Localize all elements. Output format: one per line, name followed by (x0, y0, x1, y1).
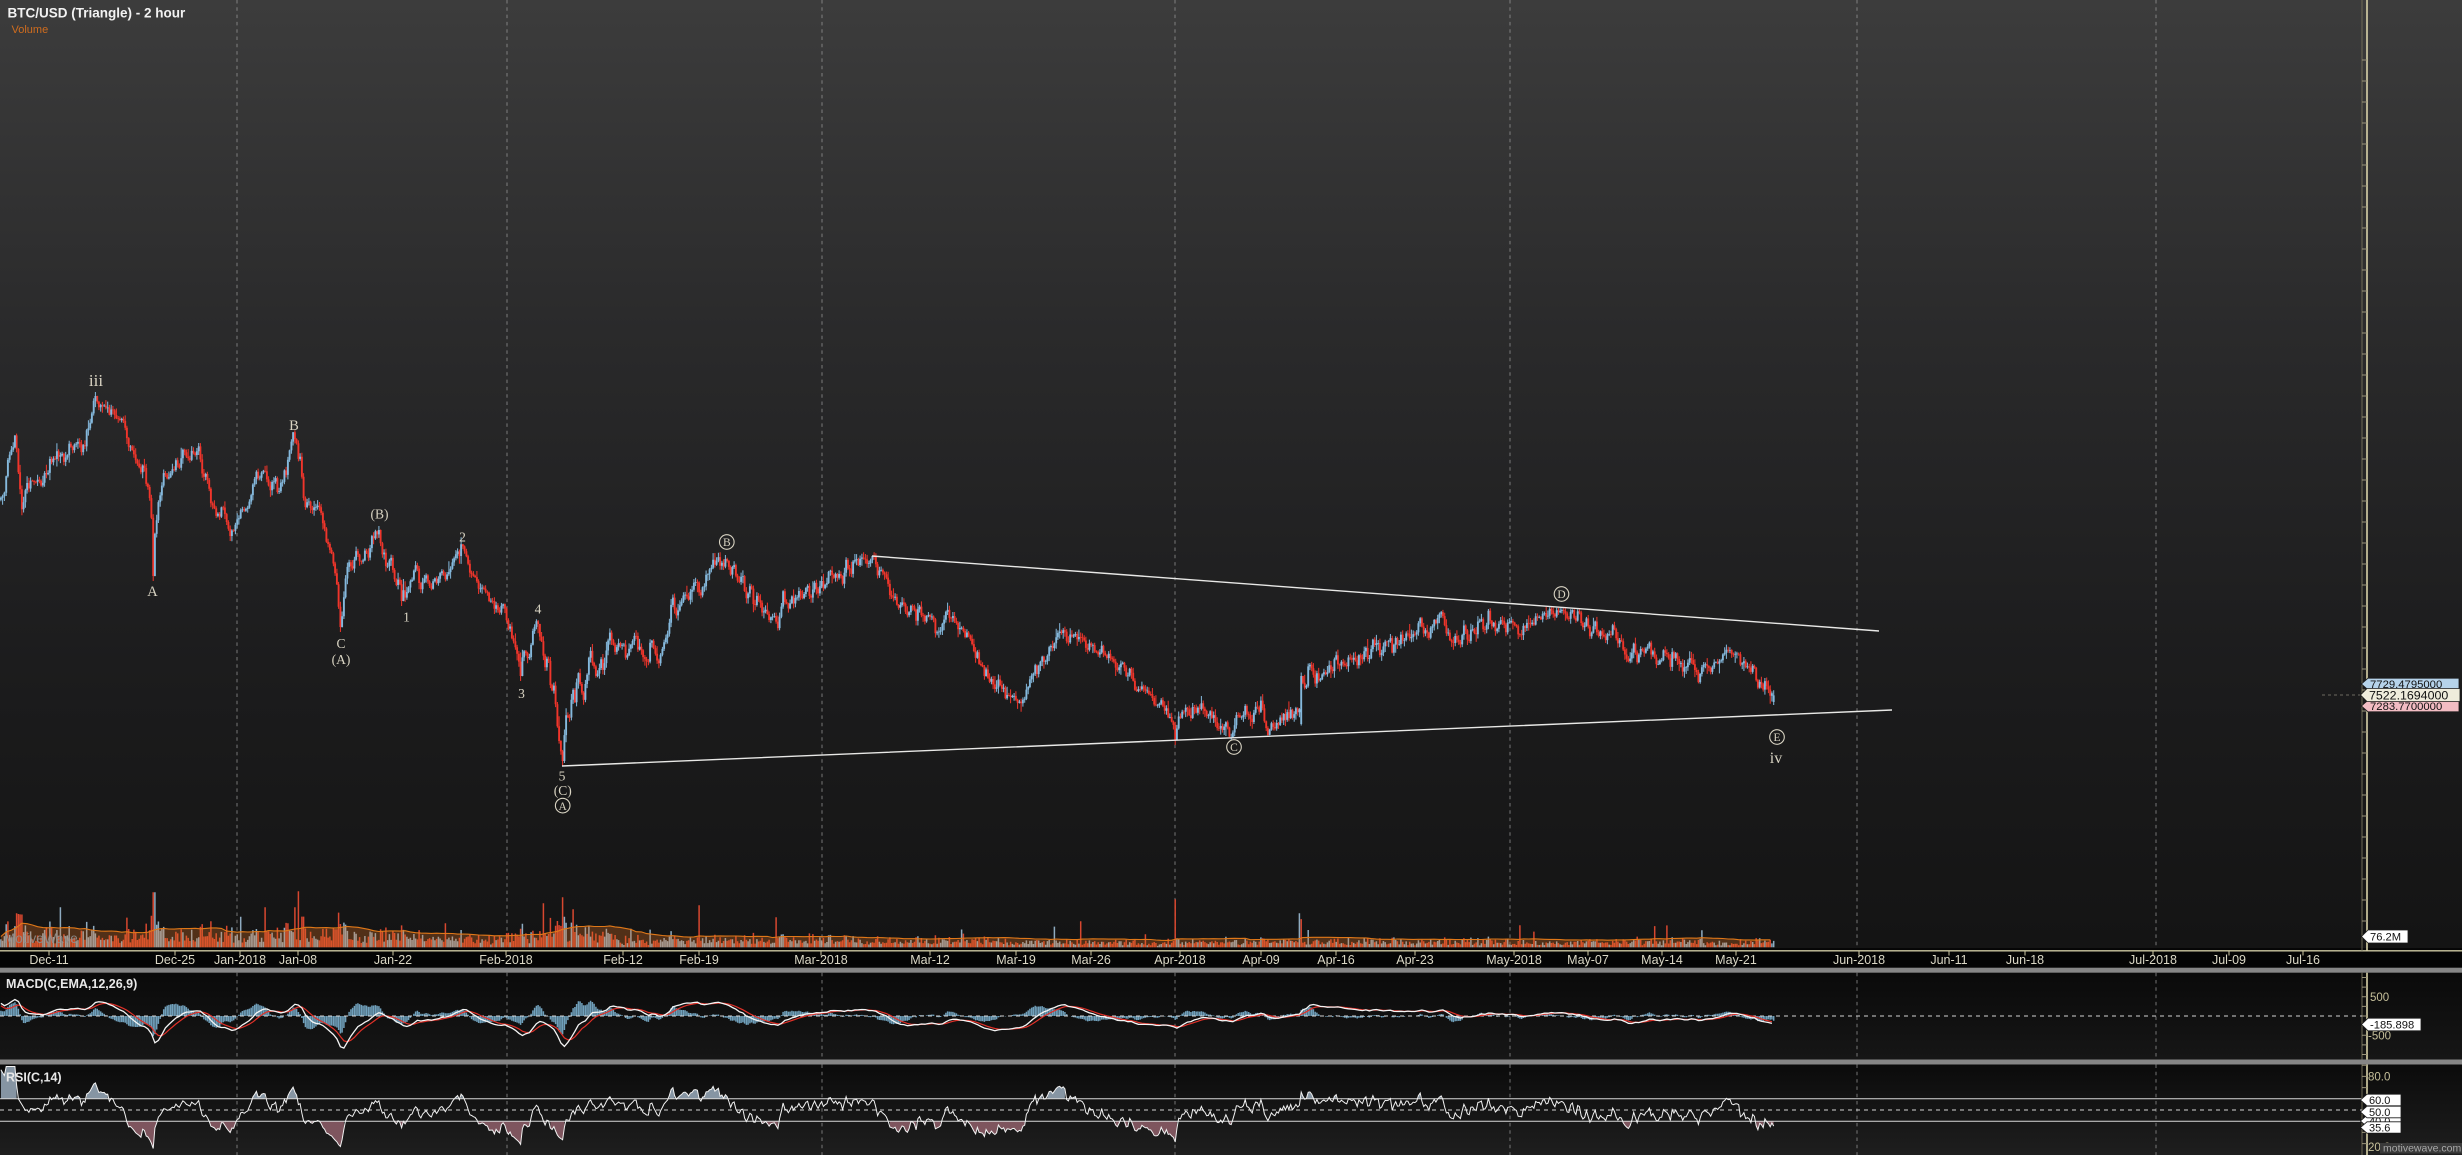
svg-text:Apr-2018: Apr-2018 (1154, 953, 1205, 967)
svg-text:Jul-2018: Jul-2018 (2129, 953, 2177, 967)
svg-text:Jul-16: Jul-16 (2286, 953, 2320, 967)
svg-text:500: 500 (2370, 992, 2389, 1004)
svg-text:7283.7700000: 7283.7700000 (2370, 701, 2442, 713)
svg-text:Apr-23: Apr-23 (1396, 953, 1434, 967)
svg-text:C: C (1230, 742, 1238, 754)
svg-text:76.2M: 76.2M (2370, 932, 2401, 944)
svg-text:(C): (C) (554, 783, 572, 798)
svg-text:Jun-18: Jun-18 (2006, 953, 2044, 967)
svg-text:Dec-11: Dec-11 (29, 953, 68, 967)
svg-text:7522.1694000: 7522.1694000 (2369, 689, 2448, 703)
svg-text:Apr-09: Apr-09 (1242, 953, 1280, 967)
svg-text:Jul-09: Jul-09 (2212, 953, 2246, 967)
svg-text:Jun-2018: Jun-2018 (1833, 953, 1885, 967)
svg-text:50.0: 50.0 (2369, 1107, 2390, 1119)
svg-text:A: A (147, 584, 158, 600)
svg-text:C: C (336, 636, 345, 651)
svg-text:(A): (A) (332, 652, 351, 667)
svg-text:Volume: Volume (12, 24, 49, 36)
svg-text:60.0: 60.0 (2369, 1095, 2390, 1107)
svg-text:RSI(C,14): RSI(C,14) (6, 1071, 62, 1085)
svg-text:iii: iii (89, 371, 103, 390)
svg-text:motivewave.com: motivewave.com (2383, 1143, 2461, 1155)
svg-text:May-07: May-07 (1567, 953, 1609, 967)
svg-text:May-14: May-14 (1641, 953, 1683, 967)
svg-text:B: B (723, 537, 731, 549)
svg-text:MotiveWave: MotiveWave (4, 931, 78, 946)
svg-text:May-21: May-21 (1715, 953, 1757, 967)
svg-text:Mar-19: Mar-19 (996, 953, 1036, 967)
svg-text:Dec-25: Dec-25 (155, 953, 195, 967)
svg-text:D: D (1557, 589, 1565, 601)
svg-text:Mar-2018: Mar-2018 (794, 953, 848, 967)
svg-text:Feb-12: Feb-12 (603, 953, 643, 967)
svg-text:5: 5 (559, 769, 566, 784)
svg-text:Mar-26: Mar-26 (1071, 953, 1111, 967)
svg-text:Jan-08: Jan-08 (279, 953, 317, 967)
svg-text:iv: iv (1770, 750, 1782, 767)
svg-text:BTC/USD (Triangle) - 2 hour: BTC/USD (Triangle) - 2 hour (8, 6, 187, 21)
svg-text:2: 2 (459, 530, 466, 545)
svg-text:4: 4 (535, 602, 542, 617)
svg-text:Mar-12: Mar-12 (910, 953, 950, 967)
svg-text:Jan-2018: Jan-2018 (214, 953, 266, 967)
svg-text:Apr-16: Apr-16 (1317, 953, 1355, 967)
svg-text:1: 1 (403, 610, 410, 625)
svg-text:-185.898: -185.898 (2370, 1020, 2414, 1032)
svg-text:E: E (1773, 732, 1780, 744)
svg-text:-500: -500 (2368, 1031, 2391, 1043)
svg-text:35.6: 35.6 (2369, 1123, 2390, 1135)
svg-text:Feb-2018: Feb-2018 (479, 953, 533, 967)
svg-text:Jan-22: Jan-22 (374, 953, 412, 967)
svg-text:(B): (B) (371, 507, 389, 522)
svg-text:Jun-11: Jun-11 (1930, 953, 1967, 967)
svg-text:80.0: 80.0 (2368, 1071, 2390, 1083)
svg-text:A: A (559, 801, 568, 813)
svg-text:Feb-19: Feb-19 (679, 953, 719, 967)
svg-text:B: B (289, 418, 299, 434)
svg-text:3: 3 (518, 686, 525, 701)
svg-text:MACD(C,EMA,12,26,9): MACD(C,EMA,12,26,9) (6, 977, 137, 991)
svg-text:May-2018: May-2018 (1486, 953, 1542, 967)
